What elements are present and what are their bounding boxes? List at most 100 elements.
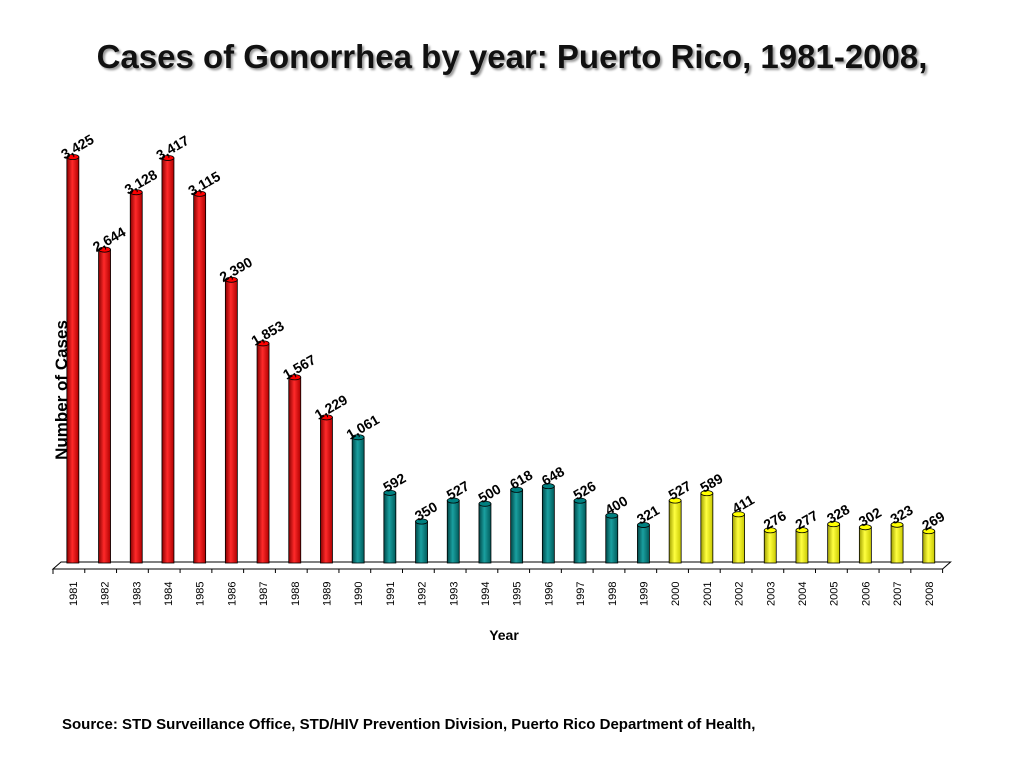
- bar-cap: [890, 521, 904, 528]
- bar: [922, 528, 936, 564]
- bar-body: [858, 526, 872, 564]
- bar-cap: [795, 527, 809, 534]
- bar-cap: [446, 497, 460, 504]
- bar-cap: [415, 518, 428, 525]
- bar: [320, 414, 333, 564]
- bar: [224, 276, 238, 564]
- bar: [732, 511, 745, 564]
- bar: [668, 497, 682, 564]
- x-tick-label: 1989: [321, 582, 333, 606]
- bar-cap: [320, 414, 333, 421]
- bar-body: [478, 503, 492, 564]
- bar-cap: [605, 512, 619, 519]
- bar-cap: [129, 189, 143, 196]
- bar-cap: [193, 190, 207, 197]
- bar: [858, 524, 872, 564]
- bar-body: [573, 500, 587, 564]
- bar: [129, 189, 143, 564]
- bar-cap: [922, 528, 936, 535]
- x-tick-label: 1985: [195, 582, 207, 606]
- bar-body: [98, 249, 111, 564]
- bar: [605, 512, 619, 564]
- bar-body: [256, 342, 270, 564]
- bar-body: [700, 492, 714, 564]
- x-tick-label: 1995: [512, 582, 524, 606]
- bar: [795, 527, 809, 564]
- bar-cap: [668, 497, 682, 504]
- x-axis-label: Year: [489, 627, 519, 643]
- x-tick-label: 1997: [575, 582, 587, 606]
- x-tick-label: 1992: [417, 582, 429, 606]
- x-tick-label: 1999: [638, 582, 650, 606]
- bar-cap: [256, 340, 270, 347]
- x-tick-label: 1996: [543, 582, 555, 606]
- bar-body: [288, 376, 302, 564]
- x-tick-label: 1987: [258, 582, 270, 606]
- bar-body: [541, 485, 555, 564]
- bar-cap: [478, 500, 492, 507]
- bar-body: [732, 513, 745, 564]
- x-tick-label: 1983: [131, 582, 143, 606]
- x-tick-label: 2001: [702, 582, 714, 606]
- bar-cap: [383, 489, 397, 496]
- chart-floor: [51, 561, 952, 574]
- bar: [288, 374, 302, 564]
- bar-body: [922, 530, 936, 564]
- bar-body: [510, 489, 524, 564]
- x-tick-label: 1986: [226, 582, 238, 606]
- bar-body: [637, 524, 650, 564]
- x-tick-label: 1998: [607, 582, 619, 606]
- data-labels-group: 3,4252,6443,1283,4173,1152,3901,8531,567…: [58, 131, 947, 534]
- x-tick-label: 2005: [829, 582, 841, 606]
- x-tick-label: 1994: [480, 582, 492, 606]
- bar: [763, 527, 777, 564]
- bar: [161, 154, 175, 564]
- bar-body: [351, 436, 365, 564]
- bar: [446, 497, 460, 564]
- x-tick-label: 1991: [385, 582, 397, 606]
- bar-body: [224, 279, 238, 564]
- x-tick-label: 2006: [860, 582, 872, 606]
- bar: [98, 246, 111, 564]
- bar-cap: [541, 483, 555, 490]
- bar-body: [763, 529, 777, 564]
- bar-body: [668, 500, 682, 564]
- x-tick-labels-group: 1981 1982 1983 1984 1985 1986 1987 1988 1989 1990…: [68, 582, 936, 606]
- x-tick-label: 2004: [797, 582, 809, 606]
- y-axis-label: Number of Cases: [52, 320, 71, 460]
- bar-cap: [351, 434, 365, 441]
- x-tick-label: 2002: [734, 582, 746, 606]
- x-tick-label: 1981: [68, 582, 80, 606]
- bars-group: [66, 153, 936, 564]
- bar-cap: [98, 246, 111, 253]
- x-tick-label: 1990: [353, 582, 365, 606]
- bar-cap: [827, 521, 841, 528]
- bar-body: [383, 492, 397, 564]
- bar: [351, 434, 365, 564]
- x-tick-label: 2007: [892, 582, 904, 606]
- bar: [573, 497, 587, 564]
- bar-body: [193, 193, 207, 564]
- bar: [510, 486, 524, 564]
- bar: [383, 489, 397, 564]
- bar-cap: [700, 490, 714, 497]
- x-tick-label: 2008: [924, 582, 936, 606]
- bar-chart: 3,4252,6443,1283,4173,1152,3901,8531,567…: [51, 131, 952, 643]
- bar-cap: [510, 486, 524, 493]
- bar: [478, 500, 492, 564]
- x-tick-label: 2000: [670, 582, 682, 606]
- bar-cap: [224, 276, 238, 283]
- bar-cap: [637, 521, 650, 528]
- x-tick-label: 1988: [290, 582, 302, 606]
- bar-body: [795, 529, 809, 564]
- x-tick-label: 1993: [448, 582, 460, 606]
- floor-plane: [51, 561, 952, 570]
- bar-cap: [288, 374, 302, 381]
- bar-body: [827, 523, 841, 564]
- bar-body: [446, 500, 460, 564]
- bar-body: [320, 416, 333, 564]
- bar-body: [129, 191, 143, 564]
- bar-body: [890, 524, 904, 564]
- bar: [827, 521, 841, 564]
- bar: [193, 190, 207, 564]
